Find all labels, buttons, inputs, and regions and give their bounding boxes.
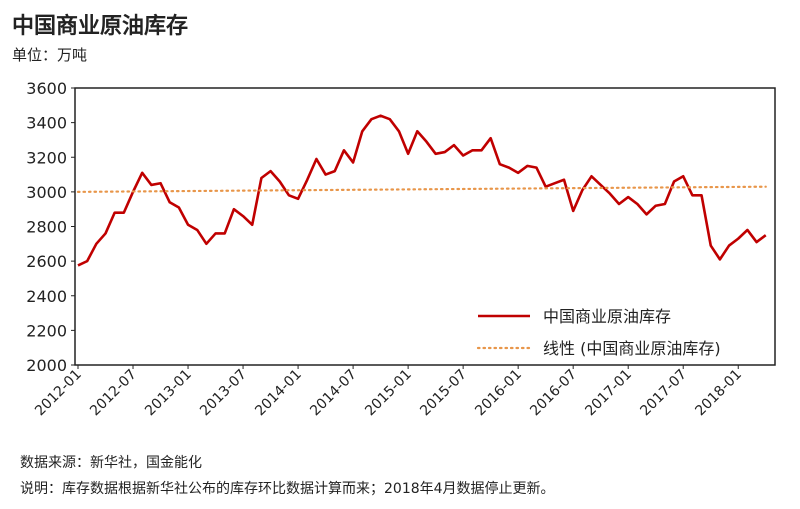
y-tick-label: 3400 <box>26 114 67 133</box>
y-tick-label: 2400 <box>26 287 67 306</box>
x-tick-label: 2013-01 <box>142 367 195 420</box>
chart-title: 中国商业原油库存 <box>12 13 189 39</box>
source-note: 数据来源：新华社，国金能化 <box>20 455 202 471</box>
x-tick-label: 2014-07 <box>307 367 360 420</box>
x-tick-label: 2014-01 <box>252 367 305 420</box>
y-tick-label: 2800 <box>26 218 67 237</box>
x-tick-label: 2017-07 <box>637 367 690 420</box>
x-tick-label: 2016-01 <box>472 367 525 420</box>
x-tick-label: 2018-01 <box>692 367 745 420</box>
explanation-note: 说明：库存数据根据新华社公布的库存环比数据计算而来；2018年4月数据停止更新。 <box>20 481 555 497</box>
x-tick-label: 2017-01 <box>582 367 635 420</box>
x-tick-label: 2015-07 <box>417 367 470 420</box>
trend-line <box>76 185 767 193</box>
unit-label: 单位：万吨 <box>12 46 88 64</box>
legend-label-inventory: 中国商业原油库存 <box>543 307 671 326</box>
y-tick-label: 2000 <box>26 356 67 375</box>
y-tick-label: 3200 <box>26 148 67 167</box>
x-tick-label: 2012-07 <box>87 367 140 420</box>
x-tick-label: 2016-07 <box>527 367 580 420</box>
y-tick-label: 3600 <box>26 79 67 98</box>
series-line-inventory <box>77 114 767 267</box>
y-tick-label: 3000 <box>26 183 67 202</box>
x-tick-label: 2015-01 <box>362 367 415 420</box>
y-tick-label: 2200 <box>26 321 67 340</box>
legend-label-trend: 线性 (中国商业原油库存) <box>543 339 721 358</box>
x-tick-label: 2013-07 <box>197 367 250 420</box>
y-tick-label: 2600 <box>26 252 67 271</box>
